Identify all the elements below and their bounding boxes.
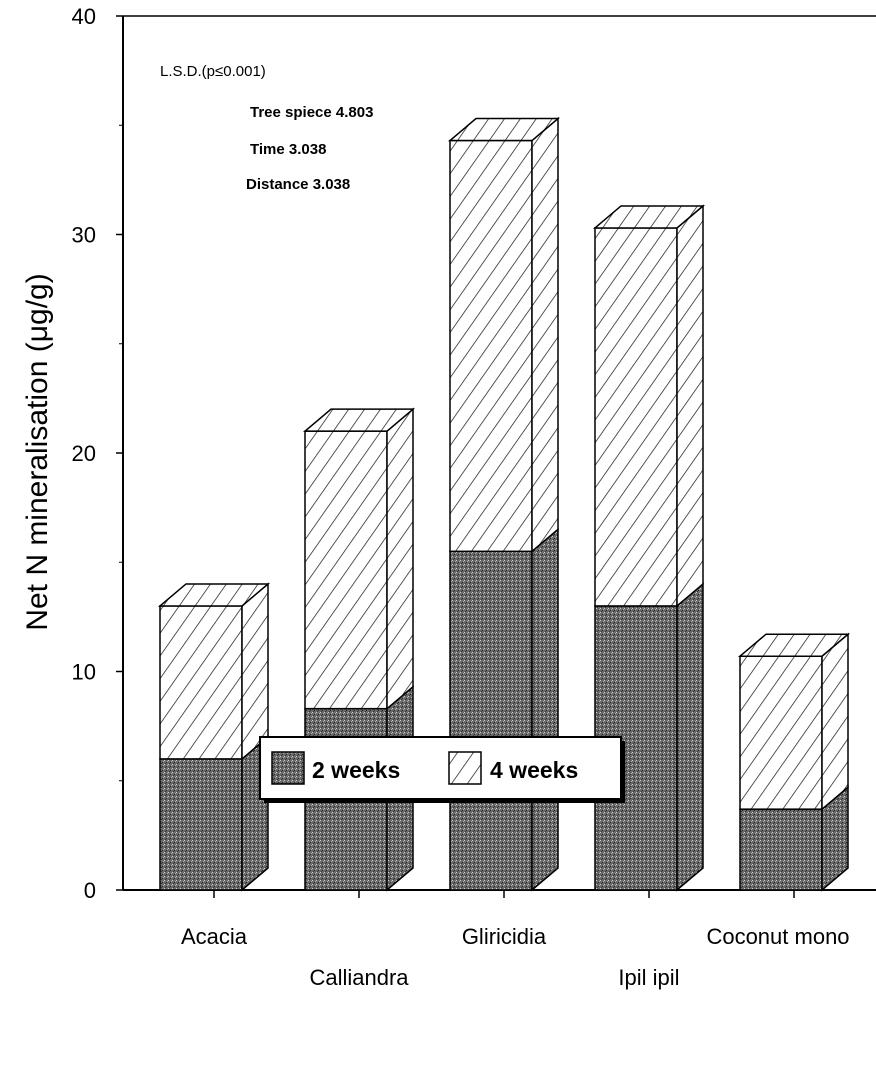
category-label-acacia: Acacia bbox=[181, 924, 248, 949]
category-labels: Acacia Calliandra Gliricidia Ipil ipil Cocon… bbox=[181, 924, 850, 990]
bar-top-acacia bbox=[157, 583, 271, 607]
y-tick-label-40: 40 bbox=[72, 4, 96, 29]
legend-box bbox=[259, 736, 622, 800]
legend-label-2-weeks: 2 weeks bbox=[312, 757, 400, 783]
legend-swatch-2-weeks bbox=[271, 751, 305, 785]
bar-top-coconut-mono bbox=[737, 633, 851, 657]
category-label-ipil-ipil: Ipil ipil bbox=[618, 965, 679, 990]
bar-side-4-weeks-acacia bbox=[241, 582, 269, 761]
lsd-title: L.S.D.(p≤0.001) bbox=[160, 63, 266, 80]
bar-4-weeks-calliandra bbox=[304, 430, 388, 710]
bar-2-weeks-acacia bbox=[159, 758, 243, 891]
bar-top-calliandra bbox=[302, 408, 416, 432]
y-ticks: 0 10 20 30 40 bbox=[72, 4, 123, 903]
bar-side-4-weeks-ipil-ipil bbox=[676, 204, 704, 608]
bar-top-gliricidia bbox=[447, 117, 561, 142]
bar-group-calliandra bbox=[302, 407, 416, 892]
bar-4-weeks-gliricidia bbox=[449, 139, 533, 553]
bar-4-weeks-coconut-mono bbox=[739, 655, 823, 810]
lsd-distance: Distance 3.038 bbox=[246, 176, 350, 193]
x-ticks bbox=[213, 890, 795, 898]
bar-4-weeks-ipil-ipil bbox=[594, 227, 678, 607]
y-tick-label-20: 20 bbox=[72, 441, 96, 466]
bar-group-acacia bbox=[157, 582, 271, 892]
y-tick-label-10: 10 bbox=[72, 660, 96, 685]
y-axis-label: Net N mineralisation (μg/g) bbox=[21, 273, 54, 630]
bar-4-weeks-acacia bbox=[159, 605, 243, 760]
y-tick-label-30: 30 bbox=[72, 223, 96, 248]
bar-side-2-weeks-ipil-ipil bbox=[676, 582, 704, 892]
legend-swatch-4-weeks bbox=[448, 751, 482, 785]
lsd-tree-species: Tree spiece 4.803 bbox=[250, 104, 373, 121]
category-label-coconut-mono: Coconut mono bbox=[706, 924, 849, 949]
legend-label-4-weeks: 4 weeks bbox=[490, 757, 578, 783]
legend: 2 weeks 4 weeks bbox=[259, 736, 625, 803]
category-label-gliricidia: Gliricidia bbox=[462, 924, 547, 949]
lsd-time: Time 3.038 bbox=[250, 141, 326, 158]
bar-side-2-weeks-gliricidia bbox=[531, 527, 559, 892]
y-tick-label-0: 0 bbox=[84, 878, 96, 903]
bar-top-ipil-ipil bbox=[592, 205, 706, 229]
bar-side-4-weeks-gliricidia bbox=[531, 116, 559, 553]
bar-side-4-weeks-coconut-mono bbox=[821, 632, 849, 811]
bar-2-weeks-coconut-mono bbox=[739, 808, 823, 891]
bar-side-4-weeks-calliandra bbox=[386, 407, 414, 711]
bar-group-coconut-mono bbox=[737, 632, 851, 892]
bar-2-weeks-gliricidia bbox=[449, 550, 533, 891]
category-label-calliandra: Calliandra bbox=[309, 965, 409, 990]
bar-group-ipil-ipil bbox=[592, 204, 706, 892]
